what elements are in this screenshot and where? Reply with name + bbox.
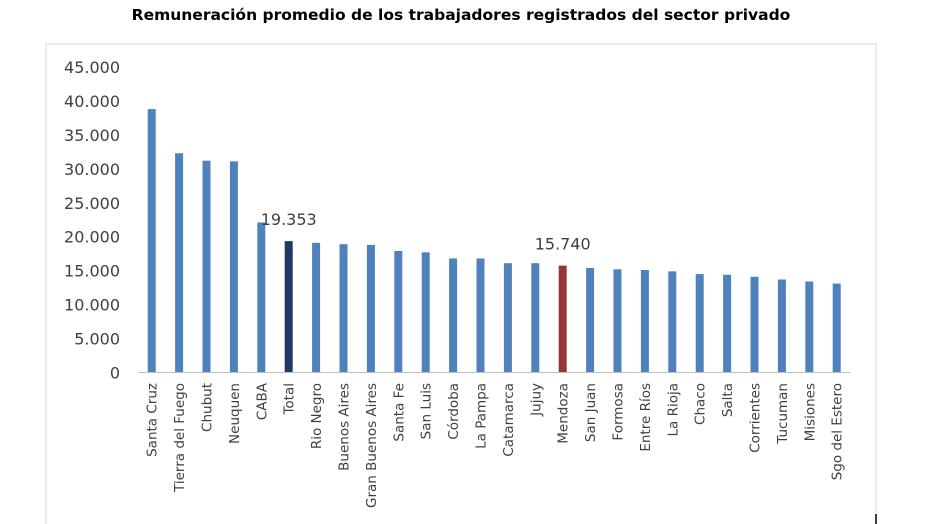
bar-san-luis [421,252,430,373]
category-label: Chaco [693,383,709,425]
category-label: Tierra del Fuego [172,383,188,493]
category-label: Córdoba [446,383,462,440]
category-label: Tucuman [775,383,791,445]
category-label: Santa Cruz [145,383,161,457]
category-label: Sgo del Estero [830,383,846,480]
bar-neuquen [229,161,238,373]
y-tick-label: 5.000 [74,330,120,349]
bar-caba [257,222,266,373]
bar-san-juan [586,267,595,373]
bar-c-rdoba [449,258,458,373]
bar-santa-cruz [147,109,156,373]
category-label: Gran Buenos Aires [364,383,380,508]
y-tick-label: 0 [110,364,120,383]
y-tick-label: 25.000 [64,194,120,213]
bar-entre-r-os [640,269,649,373]
bar-tucuman [777,279,786,373]
category-label: Mendoza [556,383,572,444]
category-label: La Rioja [665,383,681,437]
category-label: Corrientes [748,383,764,453]
bar-gran-buenos-aires [366,244,375,373]
bar-total [284,241,293,373]
category-label: Buenos Aires [337,383,353,471]
bar-buenos-aires [339,244,348,373]
category-label: San Luis [419,383,435,439]
data-label: 19.353 [261,210,317,229]
category-label: Chubut [200,383,216,432]
bar-tierra-del-fuego [175,153,184,373]
category-label: Misiones [802,383,818,441]
category-label: Santa Fe [391,383,407,442]
category-label: Total [282,383,298,416]
category-label: CABA [254,382,270,420]
category-label: Entre Ríos [638,383,654,452]
category-label: San Juan [583,383,599,442]
bar-salta [723,274,732,373]
category-label: Salta [720,383,736,417]
y-tick-label: 35.000 [64,126,120,145]
y-tick-label: 45.000 [64,58,120,77]
category-label: Jujuy [528,383,544,417]
bar-la-rioja [668,271,677,373]
y-tick-label: 10.000 [64,296,120,315]
annotations: 19.353 15.740 [261,210,591,254]
category-label: La Pampa [474,383,490,449]
bar-formosa [613,269,622,373]
bar-chubut [202,160,211,373]
chart-title: Remuneración promedio de los trabajadore… [131,6,791,24]
bar-santa-fe [394,250,403,373]
bar-series [147,109,841,373]
bar-jujuy [531,263,540,373]
plot-area-border [45,43,877,524]
y-axis: 0 5.000 10.000 15.000 20.000 25.000 30.000 35.0… [64,58,120,383]
bar-la-pampa [476,258,485,373]
category-label: Neuquen [227,383,243,444]
bar-rio-negro [312,242,321,373]
y-tick-label: 20.000 [64,228,120,247]
data-label: 15.740 [535,235,591,254]
category-label: Formosa [611,383,627,441]
category-label: Rio Negro [309,383,325,449]
bar-corrientes [750,276,759,373]
bar-chaco [695,274,704,373]
bar-mendoza [558,265,567,373]
y-tick-label: 15.000 [64,262,120,281]
bar-sgo-del-estero [832,283,841,373]
bar-catamarca [503,263,512,373]
category-label: Catamarca [501,383,517,457]
bar-misiones [805,281,814,373]
y-tick-label: 30.000 [64,160,120,179]
y-tick-label: 40.000 [64,92,120,111]
x-axis: Santa Cruz Tierra del Fuego Chubut Neuquen C… [145,382,846,508]
